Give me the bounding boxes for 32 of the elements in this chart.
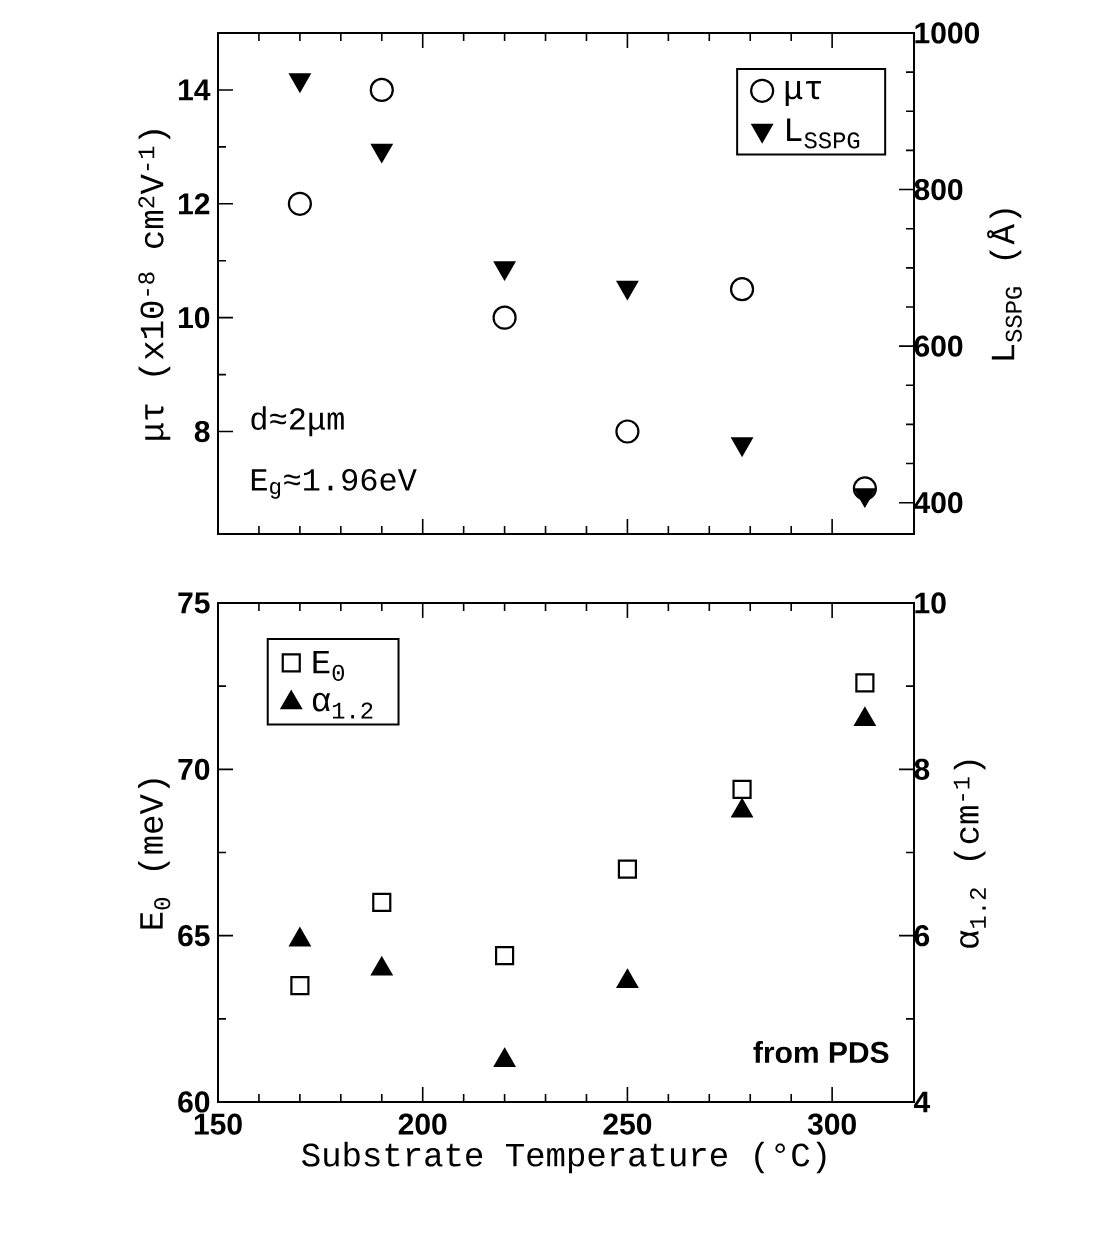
- y-axis-title: μτ (x10$^{-8}$ cm$^{2}$V$^{-1}$): [138, 130, 171, 440]
- y2-tick-label: 6: [914, 925, 930, 947]
- annotation: from PDS: [753, 1041, 889, 1064]
- y2-axis-title: L$_{SSPG}$ (Å): [987, 209, 1022, 360]
- y2-tick-label: 600: [914, 335, 963, 357]
- annotation: E$_{g}$≈1.96eV: [251, 469, 417, 499]
- y-tick-label: 8: [194, 420, 210, 443]
- y-tick-label: 70: [178, 758, 210, 780]
- legend-label: E$_{0}$: [313, 650, 344, 681]
- y2-tick-label: 8: [914, 758, 930, 780]
- y-tick-label: 65: [178, 925, 210, 947]
- y-tick-label: 75: [178, 592, 210, 614]
- y-tick-label: 14: [179, 79, 211, 101]
- y2-tick-label: 800: [914, 178, 963, 201]
- y2-tick-label: 4: [913, 1091, 931, 1113]
- legend-label: α$_{1.2}$: [312, 692, 373, 719]
- x-tick-label: 250: [603, 1113, 652, 1135]
- y-axis-title: E$_{0}$ (meV): [138, 779, 171, 929]
- x-axis-title: Substrate Temperature (°C): [302, 1141, 826, 1174]
- y2-axis-title: α$_{1.2}$ (cm$^{-1}$): [953, 760, 986, 948]
- legend-label: μτ: [785, 81, 822, 107]
- x-tick-label: 150: [194, 1113, 242, 1135]
- x-tick-label: 200: [398, 1113, 447, 1135]
- y-tick-label: 10: [179, 307, 210, 329]
- y2-tick-label: 10: [915, 592, 946, 614]
- legend-label: L$_{SSPG}$: [787, 118, 860, 149]
- x-tick-label: 300: [807, 1113, 856, 1135]
- annotation: d≈2μm: [251, 406, 344, 437]
- y-tick-label: 12: [179, 193, 210, 215]
- y2-tick-label: 1000: [915, 22, 980, 44]
- y-tick-label: 60: [178, 1091, 210, 1113]
- y2-tick-label: 400: [913, 492, 963, 514]
